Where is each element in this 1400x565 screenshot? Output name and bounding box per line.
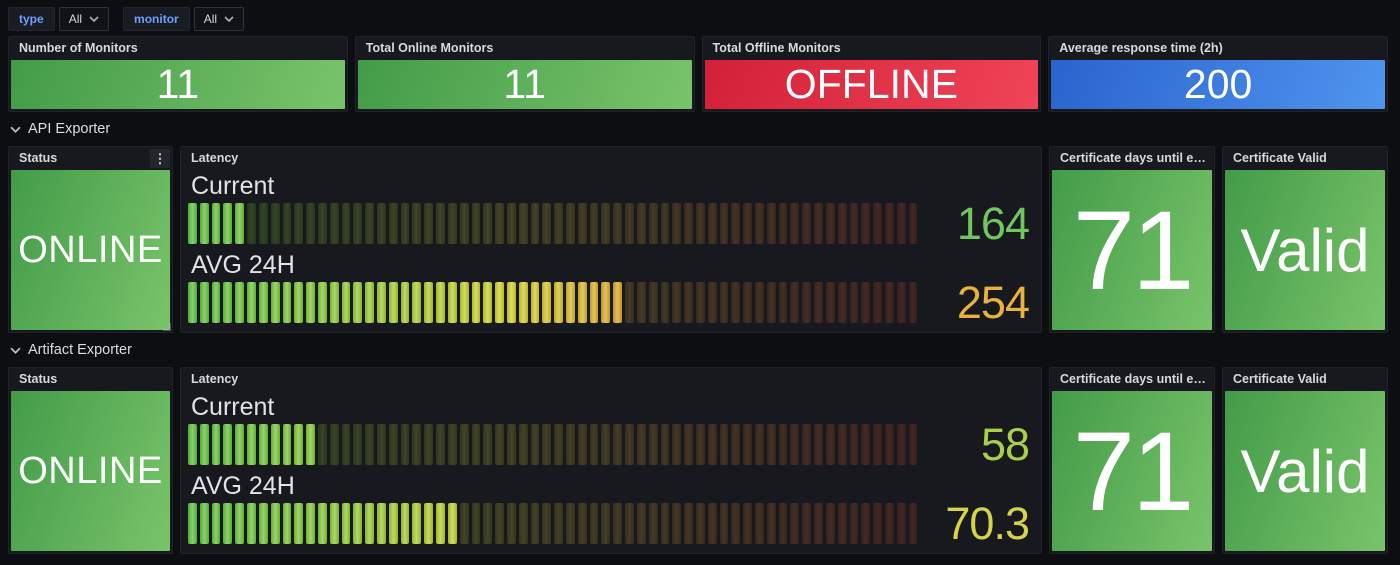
variable-group-type: type All [8, 7, 110, 31]
panel-title: Average response time (2h) [1059, 41, 1223, 55]
chevron-down-icon [10, 347, 21, 354]
gauge-value: 164 [956, 197, 1030, 249]
stat-value-background: 200 [1051, 60, 1385, 109]
stat-value: 11 [156, 61, 200, 107]
panel-title: Certificate days until expi... [1060, 372, 1214, 386]
resize-handle[interactable] [163, 323, 171, 331]
panel-title: Status [19, 372, 58, 386]
row-toggle-artifact-exporter[interactable]: Artifact Exporter [0, 333, 1400, 367]
api-exporter-row: Status ⋮ ONLINE Latency Current 164 AVG … [8, 146, 1388, 333]
section-title: API Exporter [28, 121, 111, 137]
cert-valid-value: Valid [1240, 216, 1370, 284]
gauge-row-current: Current 164 [188, 172, 1030, 249]
latency-panel: Latency Current 164 AVG 24H 254 [180, 146, 1042, 333]
certificate-valid-panel: Certificate Valid Valid [1222, 367, 1388, 554]
gauge-value: 70.3 [945, 497, 1030, 549]
certificate-valid-panel: Certificate Valid Valid [1222, 146, 1388, 333]
chevron-down-icon [89, 16, 99, 22]
certificate-days-panel: Certificate days until expi... 71 [1049, 146, 1215, 333]
cert-valid-background: Valid [1225, 170, 1385, 330]
lcd-bar-gauge [188, 282, 918, 323]
lcd-bar-gauge [188, 203, 918, 244]
stat-value: 11 [503, 61, 546, 107]
panel-number-of-monitors: Number of Monitors 11 [8, 36, 348, 112]
variable-dropdown-type[interactable]: All [58, 7, 110, 31]
panel-total-online-monitors: Total Online Monitors 11 [354, 36, 695, 112]
gauge-row-avg24h: AVG 24H 70.3 [188, 472, 1030, 549]
certificate-days-panel: Certificate days until expi... 71 [1049, 367, 1215, 554]
panel-title: Latency [191, 372, 239, 386]
variable-label-monitor[interactable]: monitor [123, 7, 190, 31]
latency-body: Current 58 AVG 24H 70.3 [181, 391, 1041, 553]
variable-group-monitor: monitor All [123, 7, 245, 31]
gauge-value: 58 [980, 418, 1030, 470]
status-value-background: ONLINE [11, 391, 170, 551]
gauge-label: Current [191, 172, 275, 200]
lcd-bar-gauge [188, 424, 918, 465]
panel-title: Total Online Monitors [365, 41, 494, 55]
stat-row: Number of Monitors 11 Total Online Monit… [8, 36, 1388, 112]
row-toggle-api-exporter[interactable]: API Exporter [0, 112, 1400, 146]
variable-dropdown-monitor[interactable]: All [193, 7, 245, 31]
stat-value-background: 11 [357, 60, 692, 109]
status-value-background: ONLINE [11, 170, 170, 330]
panel-title: Certificate Valid [1233, 372, 1327, 386]
cert-valid-value: Valid [1240, 437, 1370, 505]
variable-value-type: All [68, 12, 83, 26]
latency-panel: Latency Current 58 AVG 24H 70.3 [180, 367, 1042, 554]
variable-label-type[interactable]: type [8, 7, 55, 31]
panel-title: Number of Monitors [19, 41, 138, 55]
panel-menu-icon[interactable]: ⋮ [150, 149, 170, 168]
stat-value-background: OFFLINE [704, 60, 1039, 109]
panel-total-offline-monitors: Total Offline Monitors OFFLINE [701, 36, 1042, 112]
cert-days-value: 71 [1072, 187, 1195, 313]
cert-days-value: 71 [1072, 408, 1195, 534]
artifact-exporter-row: Status ONLINE Latency Current 58 AVG 24H… [8, 367, 1388, 554]
stat-value-background: 11 [11, 60, 345, 109]
latency-body: Current 164 AVG 24H 254 [181, 170, 1041, 332]
panel-title: Status [19, 151, 58, 165]
lcd-bar-gauge [188, 503, 918, 544]
panel-title: Latency [191, 151, 239, 165]
status-panel: Status ⋮ ONLINE [8, 146, 173, 333]
dashboard-filter-bar: type All monitor All [0, 0, 1400, 36]
cert-days-background: 71 [1052, 170, 1212, 330]
gauge-label: AVG 24H [191, 472, 295, 500]
gauge-value: 254 [956, 276, 1030, 328]
cert-days-background: 71 [1052, 391, 1212, 551]
cert-valid-background: Valid [1225, 391, 1385, 551]
status-value: ONLINE [18, 449, 163, 492]
section-title: Artifact Exporter [28, 342, 132, 358]
stat-value: 200 [1183, 61, 1253, 107]
variable-value-monitor: All [203, 12, 218, 26]
chevron-down-icon [224, 16, 234, 22]
chevron-down-icon [10, 126, 21, 133]
gauge-row-avg24h: AVG 24H 254 [188, 251, 1030, 328]
panel-average-response-time: Average response time (2h) 200 [1048, 36, 1388, 112]
panel-title: Total Offline Monitors [712, 41, 841, 55]
gauge-label: Current [191, 393, 275, 421]
gauge-row-current: Current 58 [188, 393, 1030, 470]
panel-title: Certificate Valid [1233, 151, 1327, 165]
status-value: ONLINE [18, 228, 163, 271]
panel-title: Certificate days until expi... [1060, 151, 1214, 165]
stat-value: OFFLINE [784, 61, 958, 107]
status-panel: Status ONLINE [8, 367, 173, 554]
gauge-label: AVG 24H [191, 251, 295, 279]
